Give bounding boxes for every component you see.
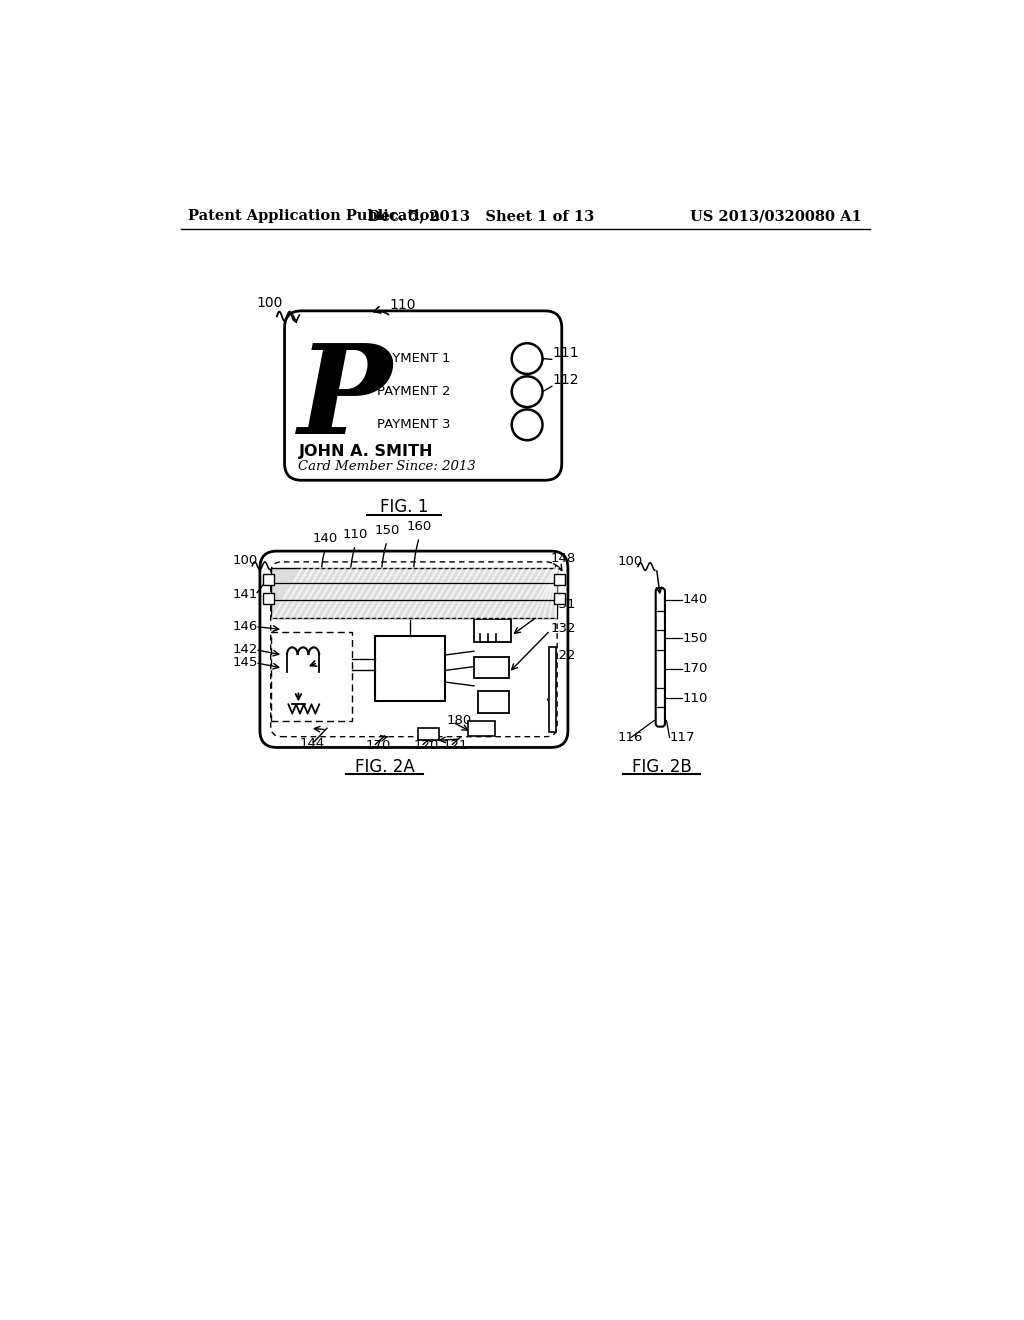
Text: Dec. 5, 2013   Sheet 1 of 13: Dec. 5, 2013 Sheet 1 of 13 (368, 209, 594, 223)
Text: 120: 120 (414, 739, 439, 752)
Text: 141: 141 (233, 589, 258, 602)
Bar (554, 594, 565, 605)
Text: P: P (298, 339, 391, 461)
Text: 160: 160 (407, 520, 432, 533)
Text: PAYMENT 3: PAYMENT 3 (377, 418, 451, 432)
Text: US 2013/0320080 A1: US 2013/0320080 A1 (690, 209, 862, 223)
Text: 140: 140 (312, 532, 338, 545)
Text: 142: 142 (233, 643, 258, 656)
Text: 170: 170 (366, 739, 391, 752)
Text: 100: 100 (256, 296, 283, 310)
Text: 131: 131 (551, 598, 577, 611)
Bar (418, 729, 439, 739)
Text: FIG. 2A: FIG. 2A (354, 758, 415, 776)
Text: 111: 111 (553, 346, 580, 360)
Bar (468, 721, 495, 737)
Circle shape (512, 409, 543, 441)
Text: 180: 180 (446, 714, 471, 727)
Text: 150: 150 (375, 524, 399, 537)
Circle shape (512, 376, 543, 407)
Text: 122: 122 (551, 648, 577, 661)
Text: 110: 110 (683, 692, 708, 705)
Text: 112: 112 (553, 374, 579, 387)
Text: 116: 116 (617, 731, 643, 744)
Text: 146: 146 (233, 620, 258, 634)
Bar (376, 636, 444, 701)
Text: 145: 145 (233, 656, 258, 669)
Text: Card Member Since: 2013: Card Member Since: 2013 (298, 459, 476, 473)
Bar (549, 647, 556, 733)
Text: 100: 100 (233, 554, 258, 566)
Bar (270, 568, 557, 618)
Bar (478, 692, 509, 713)
FancyBboxPatch shape (655, 589, 665, 726)
FancyBboxPatch shape (285, 312, 562, 480)
Text: PAYMENT 2: PAYMENT 2 (377, 385, 451, 399)
Circle shape (512, 343, 543, 374)
Text: 170: 170 (683, 663, 708, 676)
Bar (554, 574, 565, 585)
Bar (263, 574, 273, 585)
Bar (474, 619, 511, 642)
Text: 148: 148 (551, 552, 577, 565)
Text: 110: 110 (389, 298, 416, 313)
Text: 140: 140 (683, 593, 708, 606)
Text: 121: 121 (442, 739, 468, 752)
Text: 144: 144 (300, 737, 326, 750)
Text: 132: 132 (551, 622, 577, 635)
Text: Patent Application Publication: Patent Application Publication (188, 209, 440, 223)
Text: JOHN A. SMITH: JOHN A. SMITH (298, 445, 433, 459)
Text: PAYMENT 1: PAYMENT 1 (377, 352, 451, 366)
Bar (270, 632, 351, 721)
Text: 100: 100 (617, 554, 643, 568)
Bar (263, 594, 273, 605)
Text: FIG. 2B: FIG. 2B (632, 758, 692, 776)
Bar (474, 656, 509, 678)
Text: 150: 150 (683, 631, 708, 644)
Text: 110: 110 (343, 528, 368, 541)
Text: 117: 117 (670, 731, 695, 744)
Text: FIG. 1: FIG. 1 (380, 498, 428, 516)
FancyBboxPatch shape (260, 552, 568, 747)
